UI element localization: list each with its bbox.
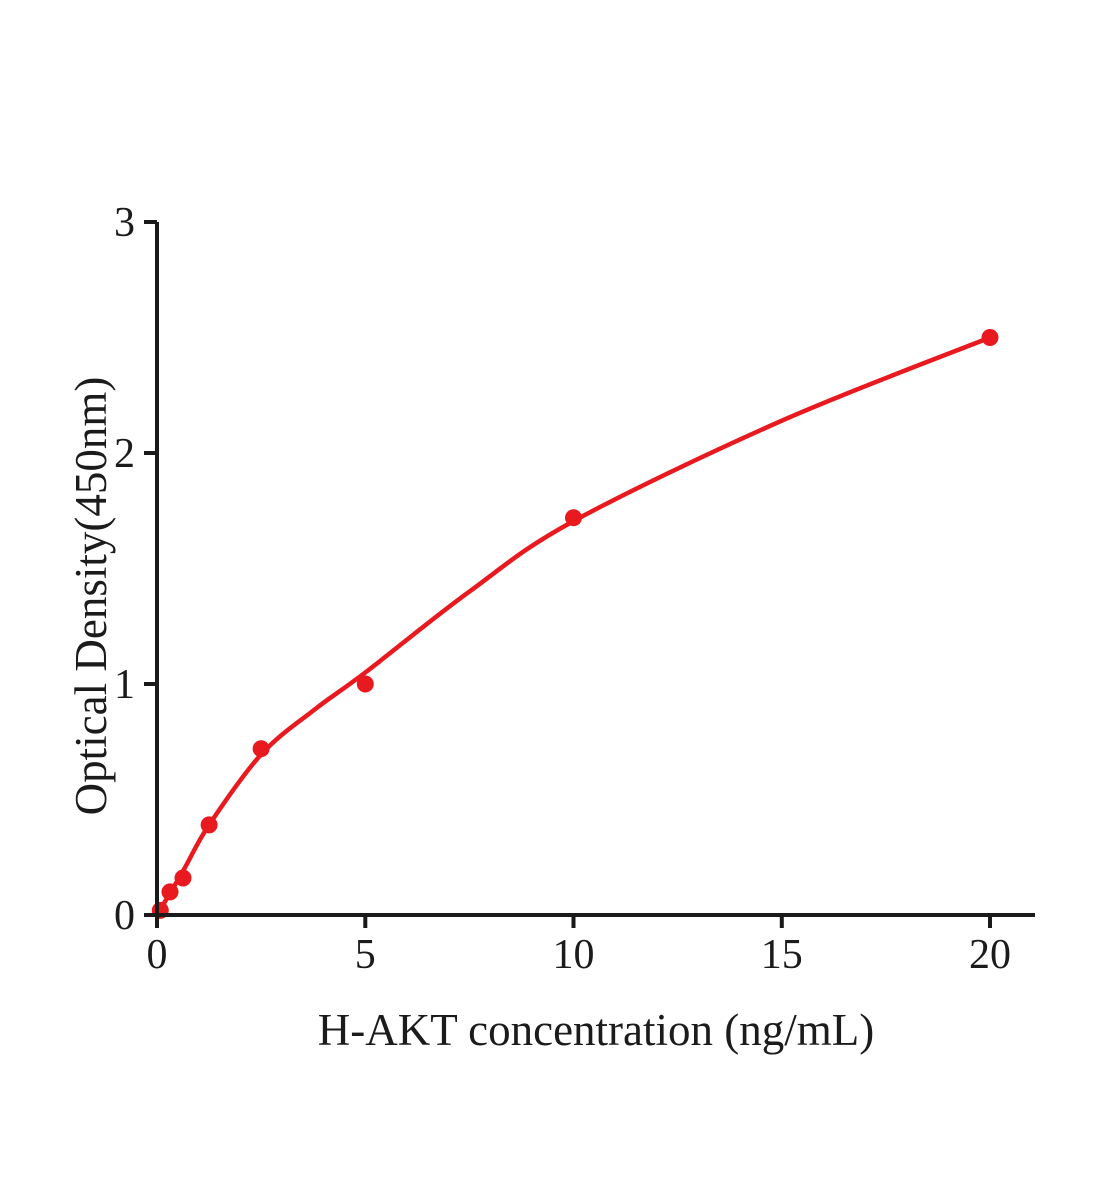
y-tick-label: 2 [114,431,135,477]
x-tick-label: 15 [761,932,803,978]
data-point [981,329,999,346]
x-tick-label: 20 [969,932,1011,978]
axes-layer [144,220,1035,928]
data-point [252,740,270,758]
y-tick-label: 0 [114,893,135,939]
y-axis-title: Optical Density(450nm) [66,377,116,816]
data-point [200,816,218,834]
data-point [565,509,582,527]
x-tick-label: 10 [553,932,595,978]
fit-curve-layer [154,335,993,918]
y-tick-label: 3 [114,200,135,246]
data-point [161,883,179,901]
x-axis-title: H-AKT concentration (ng/mL) [318,1005,875,1055]
axes-lines [155,222,1035,917]
data-point [356,675,374,693]
x-tick-label: 0 [147,932,168,978]
data-points-layer [151,329,999,919]
y-tick-label: 1 [114,662,135,708]
tick-labels-layer: 0 5 10 15 20 0 1 2 3 [114,200,1011,978]
fit-curve [154,335,993,918]
x-tick-label: 5 [355,932,376,978]
data-point [174,869,192,887]
